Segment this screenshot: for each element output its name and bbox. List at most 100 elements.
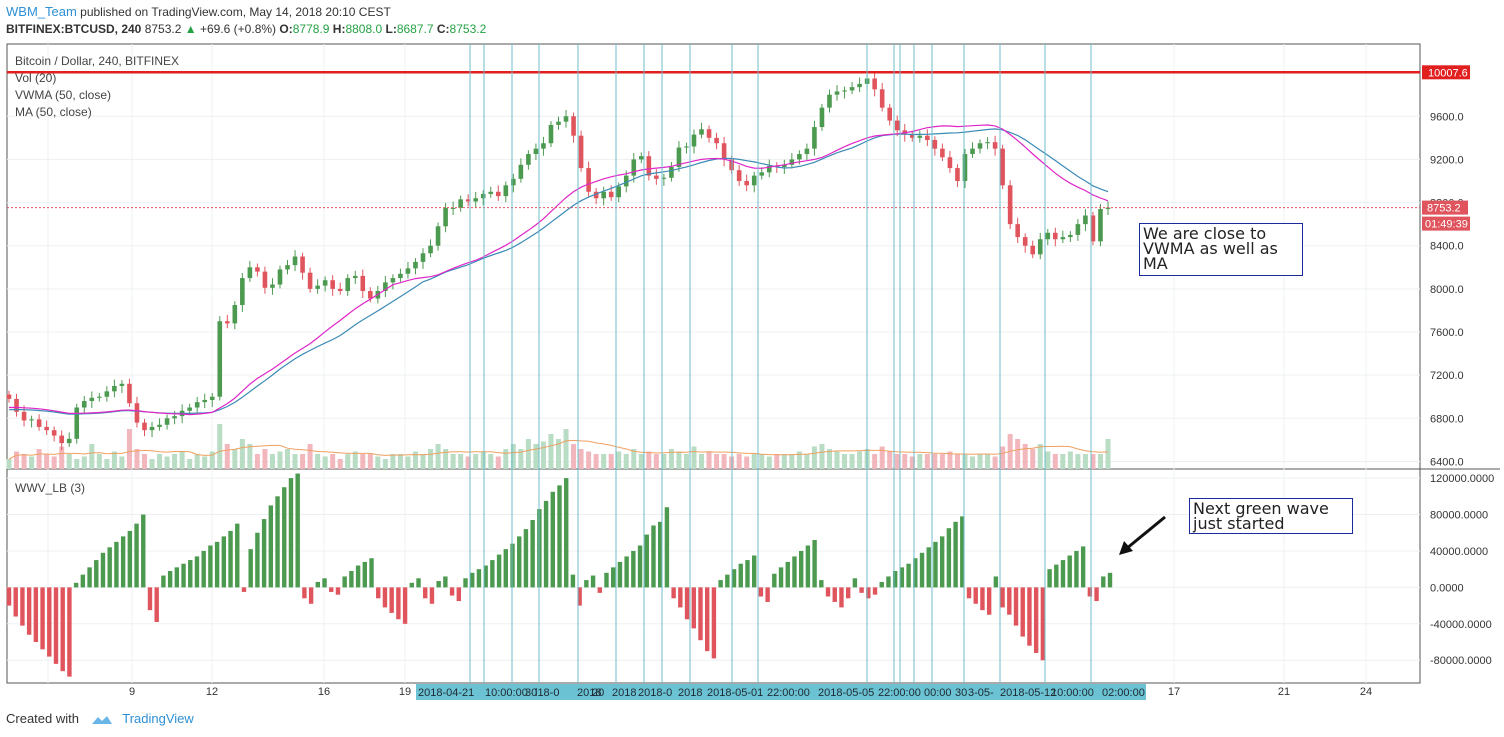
osc-bar [966,587,972,599]
candle-body [623,175,629,187]
osc-bar [295,473,300,588]
candle-body [89,397,95,402]
candle-body [97,396,102,398]
candle-body [849,87,855,91]
osc-bar [913,558,918,588]
countdown-tag [1422,216,1470,231]
candle-body [277,269,283,285]
candle-body [443,207,448,227]
candle-body [654,175,659,179]
time-axis-highlight-label: 02:00:00 [1102,687,1145,699]
volume-bar [6,459,12,469]
candle-body [390,278,396,283]
candle-body [495,191,501,197]
osc-bar [288,478,294,588]
volume-bar [1022,444,1028,469]
volume-bar [789,454,795,469]
candle-body [1105,207,1111,210]
low-label: L: [385,22,397,36]
osc-bar [275,496,280,588]
volume-bar [194,454,200,469]
volume-bar [826,449,832,469]
osc-bar [973,587,978,604]
osc-bar [651,525,656,588]
osc-tick-label: 0.0000 [1430,582,1464,594]
osc-bar [886,576,891,588]
osc-bar [698,587,703,641]
volume-bar [480,451,486,469]
tradingview-brand-link[interactable]: TradingView [122,711,194,726]
volume-bar [36,449,42,469]
volume-bar [269,454,275,469]
author-link[interactable]: WBM_Team [6,4,77,19]
osc-bar [517,536,522,588]
time-axis-highlight-label: 2018 [678,687,702,699]
time-axis-highlight-label: 2018 [612,687,636,699]
osc-bar [67,587,72,677]
volume-bar [1097,454,1103,469]
osc-bar [1074,550,1079,588]
candle-body [887,107,893,121]
volume-bar [458,454,464,469]
osc-bar [268,505,274,588]
candle-body [759,172,765,176]
candle-body [255,267,260,272]
osc-bar [986,587,992,615]
osc-bar [214,541,220,588]
candle-body [262,271,268,288]
osc-bar [785,561,790,588]
volume-bar [126,429,132,469]
volume-bar [616,451,622,469]
candle-body [834,91,840,95]
candle-body [970,148,975,155]
time-axis-highlight-label: 22:00:00 [767,687,810,699]
osc-bar [664,507,670,588]
candle-body [172,416,177,419]
volume-bar [315,454,321,469]
volume-bar [970,456,976,469]
candle-body [51,430,57,436]
osc-bar [1047,569,1052,588]
osc-bar [530,519,535,588]
candle-body [66,438,72,444]
vwma-legend: VWMA (50, close) [15,88,112,102]
osc-bar [658,521,663,588]
osc-bar [892,570,898,588]
created-with-label: Created with [6,711,79,726]
volume-bar [367,454,373,469]
volume-bar [593,454,599,469]
candle-body [1022,237,1028,246]
volume-bar [435,444,441,469]
candle-body [270,284,275,288]
footer: Created with TradingView [6,711,194,726]
volume-bar [510,444,516,469]
annotation-arrow-line [1125,515,1166,551]
candle-body [526,154,531,165]
osc-bar [718,580,723,588]
high-value: 8808.0 [345,22,383,36]
osc-bar [147,587,153,611]
price-tick-label: 6800.0 [1430,413,1464,425]
osc-bar [436,581,441,588]
candle-body [691,134,697,147]
osc-bar [33,587,39,643]
volume-bar [59,446,65,469]
up-triangle-icon: ▲ [184,22,197,36]
candle-body [209,396,215,400]
candle-body [187,407,192,411]
volume-bar [751,454,757,469]
osc-bar [315,581,321,588]
volume-bar [172,454,178,469]
osc-bar [174,567,180,588]
osc-bar [241,587,247,592]
osc-bar [456,587,461,602]
candle-body [639,156,644,160]
volume-bar [631,449,637,469]
candle-body [330,280,335,289]
candle-body [586,168,591,192]
candle-body [435,226,441,246]
volume-bar [947,451,953,469]
candle-body [1083,215,1088,225]
osc-bar [322,578,327,588]
